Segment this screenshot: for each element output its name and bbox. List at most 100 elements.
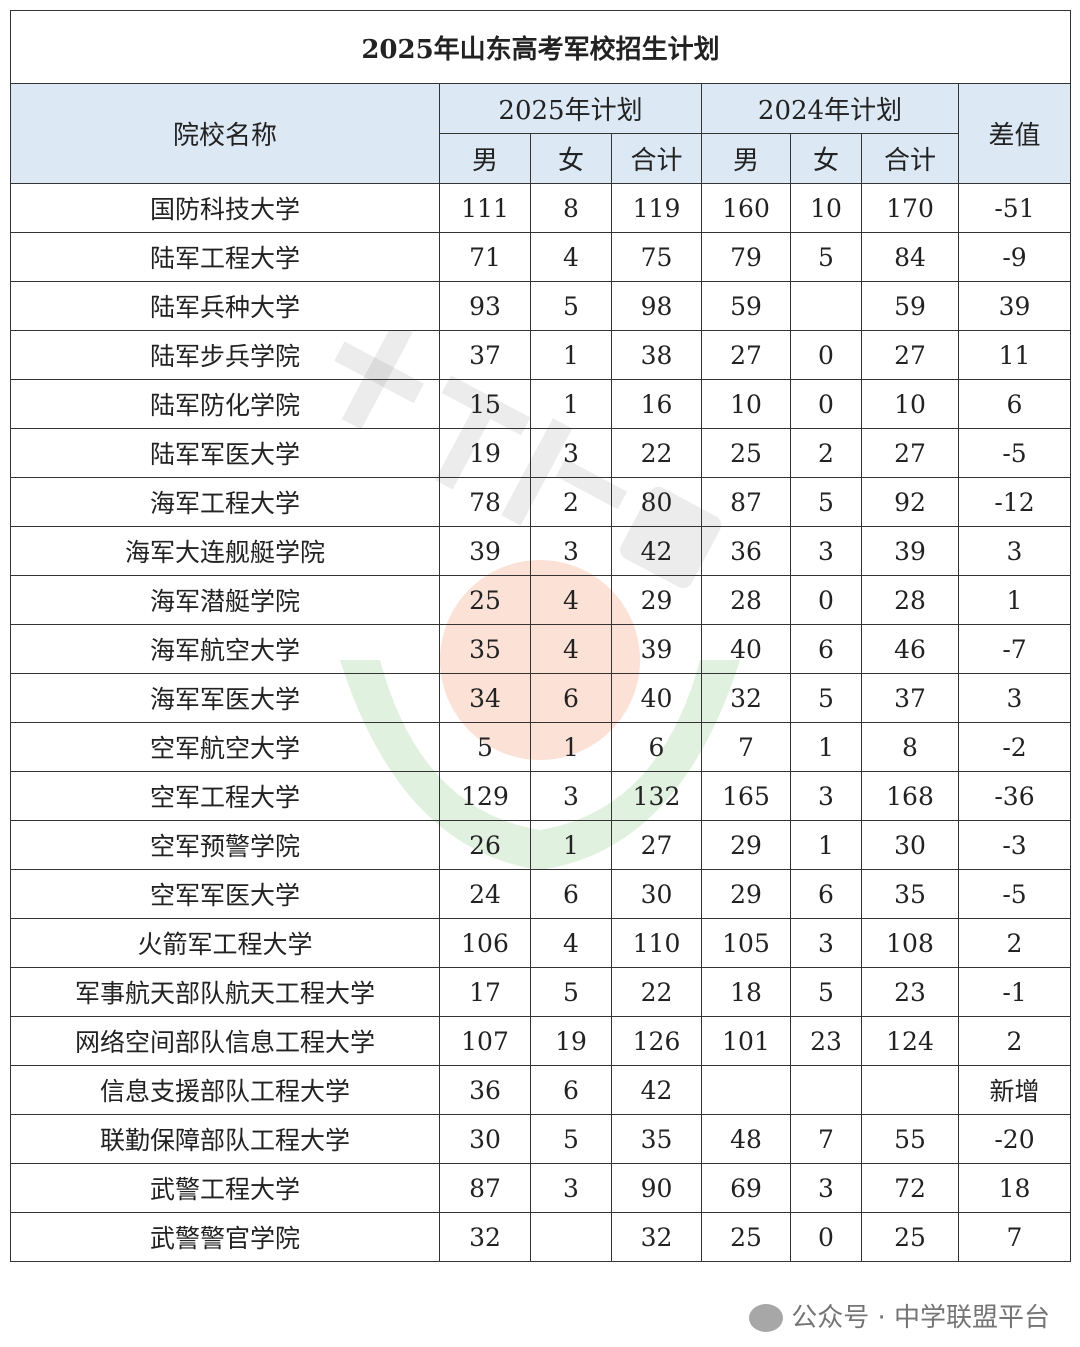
cell-female-2024: 23 (790, 1016, 862, 1066)
table-row: 空军航空大学 5 1 6 7 1 8 -2 (10, 722, 1071, 772)
header-total-2024: 合计 (861, 133, 959, 184)
cell-female-2025: 3 (530, 1163, 612, 1213)
cell-total-2025: 119 (611, 183, 702, 233)
table-row: 国防科技大学 111 8 119 160 10 170 -51 (10, 183, 1071, 233)
cell-diff: -7 (958, 624, 1071, 674)
cell-school: 陆军工程大学 (10, 232, 440, 282)
cell-school: 联勤保障部队工程大学 (10, 1114, 440, 1164)
cell-male-2024: 87 (701, 477, 791, 527)
cell-female-2024 (790, 1065, 862, 1115)
cell-female-2024: 5 (790, 967, 862, 1017)
cell-female-2025: 1 (530, 722, 612, 772)
cell-total-2025: 80 (611, 477, 702, 527)
cell-female-2024: 2 (790, 428, 862, 478)
cell-male-2024: 32 (701, 673, 791, 723)
cell-female-2025: 6 (530, 1065, 612, 1115)
cell-male-2024: 101 (701, 1016, 791, 1066)
cell-total-2025: 35 (611, 1114, 702, 1164)
header-female-2024: 女 (790, 133, 862, 184)
cell-male-2025: 35 (439, 624, 531, 674)
cell-total-2025: 6 (611, 722, 702, 772)
cell-school: 网络空间部队信息工程大学 (10, 1016, 440, 1066)
cell-total-2025: 32 (611, 1212, 702, 1262)
table-row: 空军军医大学 24 6 30 29 6 35 -5 (10, 869, 1071, 919)
cell-school: 海军大连舰艇学院 (10, 526, 440, 576)
cell-diff: 2 (958, 918, 1071, 968)
table-row: 联勤保障部队工程大学 30 5 35 48 7 55 -20 (10, 1114, 1071, 1164)
header-male-2024: 男 (701, 133, 791, 184)
cell-male-2025: 107 (439, 1016, 531, 1066)
cell-diff: -51 (958, 183, 1071, 233)
cell-total-2024: 23 (861, 967, 959, 1017)
cell-total-2024 (861, 1065, 959, 1115)
cell-female-2025: 6 (530, 869, 612, 919)
cell-female-2025: 4 (530, 624, 612, 674)
cell-male-2024: 40 (701, 624, 791, 674)
cell-male-2025: 106 (439, 918, 531, 968)
cell-female-2025: 3 (530, 526, 612, 576)
cell-female-2025: 5 (530, 1114, 612, 1164)
cell-female-2025: 3 (530, 428, 612, 478)
header-male-2025: 男 (439, 133, 531, 184)
cell-total-2025: 90 (611, 1163, 702, 1213)
table-row: 陆军防化学院 15 1 16 10 0 10 6 (10, 379, 1071, 429)
cell-diff: -9 (958, 232, 1071, 282)
cell-female-2024: 5 (790, 477, 862, 527)
table-row: 海军大连舰艇学院 39 3 42 36 3 39 3 (10, 526, 1071, 576)
cell-total-2025: 27 (611, 820, 702, 870)
cell-female-2024: 5 (790, 673, 862, 723)
cell-total-2024: 8 (861, 722, 959, 772)
cell-female-2024: 0 (790, 1212, 862, 1262)
cell-diff: 3 (958, 526, 1071, 576)
cell-male-2025: 32 (439, 1212, 531, 1262)
table-row: 陆军军医大学 19 3 22 25 2 27 -5 (10, 428, 1071, 478)
cell-diff: 6 (958, 379, 1071, 429)
wechat-watermark-text: 公众号 · 中学联盟平台 (791, 1303, 1050, 1333)
cell-female-2024: 3 (790, 1163, 862, 1213)
cell-school: 武警工程大学 (10, 1163, 440, 1213)
cell-total-2025: 38 (611, 330, 702, 380)
table-row: 海军军医大学 34 6 40 32 5 37 3 (10, 673, 1071, 723)
wechat-watermark: 公众号 · 中学联盟平台 (749, 1300, 1050, 1336)
cell-total-2025: 22 (611, 428, 702, 478)
cell-school: 空军工程大学 (10, 771, 440, 821)
cell-female-2024: 0 (790, 379, 862, 429)
cell-female-2024: 5 (790, 232, 862, 282)
cell-school: 武警警官学院 (10, 1212, 440, 1262)
cell-female-2024 (790, 281, 862, 331)
cell-total-2024: 84 (861, 232, 959, 282)
cell-diff: -36 (958, 771, 1071, 821)
enrollment-table: 2025年山东高考军校招生计划 院校名称 2025年计划 2024年计划 差值 … (10, 10, 1071, 1262)
cell-total-2025: 98 (611, 281, 702, 331)
table-row: 信息支援部队工程大学 36 6 42 新增 (10, 1065, 1071, 1115)
cell-female-2025: 5 (530, 967, 612, 1017)
cell-female-2025: 4 (530, 575, 612, 625)
cell-female-2025: 3 (530, 771, 612, 821)
table-row: 武警警官学院 32 32 25 0 25 7 (10, 1212, 1071, 1262)
cell-male-2024: 7 (701, 722, 791, 772)
cell-total-2025: 30 (611, 869, 702, 919)
cell-male-2025: 78 (439, 477, 531, 527)
cell-male-2024: 25 (701, 1212, 791, 1262)
table-row: 陆军步兵学院 37 1 38 27 0 27 11 (10, 330, 1071, 380)
cell-school: 火箭军工程大学 (10, 918, 440, 968)
cell-total-2024: 28 (861, 575, 959, 625)
cell-school: 陆军兵种大学 (10, 281, 440, 331)
cell-male-2025: 30 (439, 1114, 531, 1164)
cell-total-2025: 42 (611, 1065, 702, 1115)
cell-school: 海军潜艇学院 (10, 575, 440, 625)
cell-female-2024: 3 (790, 918, 862, 968)
cell-school: 陆军步兵学院 (10, 330, 440, 380)
cell-male-2024: 48 (701, 1114, 791, 1164)
cell-school: 空军军医大学 (10, 869, 440, 919)
cell-school: 海军航空大学 (10, 624, 440, 674)
cell-diff: 3 (958, 673, 1071, 723)
cell-female-2025: 6 (530, 673, 612, 723)
cell-total-2025: 22 (611, 967, 702, 1017)
cell-male-2024: 165 (701, 771, 791, 821)
cell-total-2024: 37 (861, 673, 959, 723)
table-row: 海军航空大学 35 4 39 40 6 46 -7 (10, 624, 1071, 674)
cell-female-2025: 4 (530, 232, 612, 282)
cell-diff: -5 (958, 428, 1071, 478)
cell-female-2024: 1 (790, 820, 862, 870)
